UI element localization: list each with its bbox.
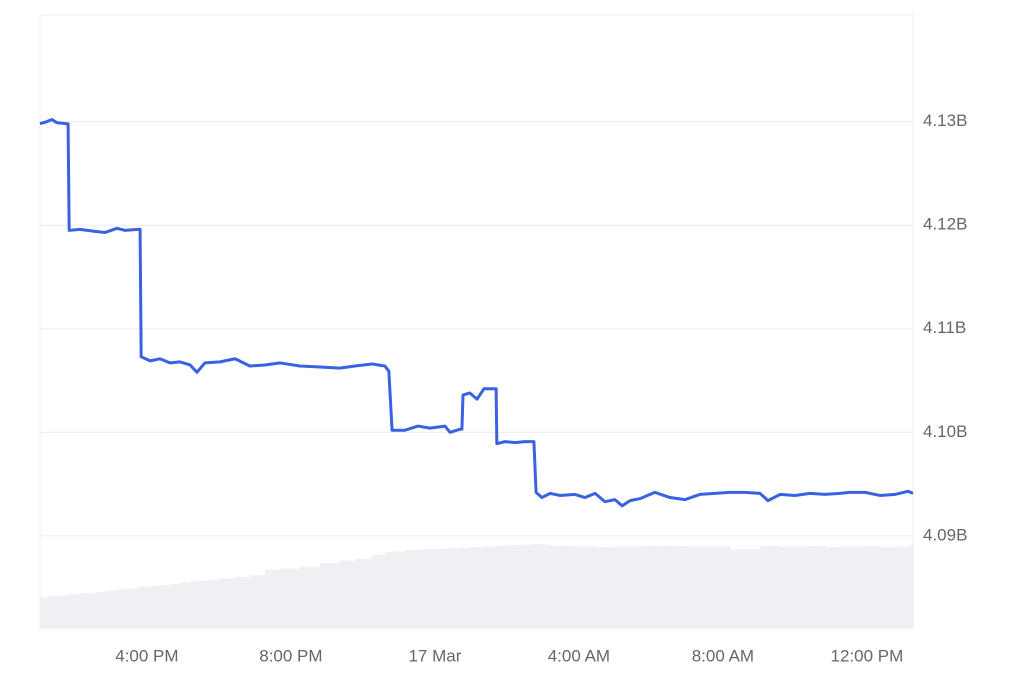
volume-bar xyxy=(461,547,464,628)
volume-bar xyxy=(496,545,498,628)
volume-bar xyxy=(79,593,96,628)
volume-bar xyxy=(496,545,506,628)
volume-bar xyxy=(879,547,896,628)
volume-bar xyxy=(68,594,70,628)
x-tick-label: 8:00 AM xyxy=(692,646,754,665)
volume-bar xyxy=(204,580,221,628)
volume-bar xyxy=(169,583,181,628)
volume-bar xyxy=(865,545,881,628)
volume-bar xyxy=(405,550,419,628)
volume-bar xyxy=(536,544,543,628)
volume-bar xyxy=(105,590,118,628)
volume-bar xyxy=(235,577,251,628)
volume-bar xyxy=(418,549,431,628)
volume-bar xyxy=(715,546,731,628)
plot-area xyxy=(39,14,914,629)
volume-bar xyxy=(780,546,796,628)
volume-bar xyxy=(429,548,446,628)
volume-bar xyxy=(767,545,781,628)
volume-bar xyxy=(533,544,537,628)
volume-bar xyxy=(524,544,535,628)
volume-bar xyxy=(622,546,631,628)
volume-bar xyxy=(630,546,641,628)
y-tick-label: 4.11B xyxy=(923,318,966,337)
volume-bar xyxy=(654,545,671,628)
volume-bar xyxy=(249,575,266,628)
volume-bar xyxy=(585,546,596,628)
volume-bar xyxy=(67,594,69,628)
x-tick-label: 4:00 AM xyxy=(548,646,610,665)
volume-bar xyxy=(95,591,106,628)
volume-bar xyxy=(541,544,551,628)
volume-bar xyxy=(220,578,236,628)
volume-bar xyxy=(595,547,606,628)
volume-bar xyxy=(685,546,701,628)
x-tick-label: 12:00 PM xyxy=(831,646,904,665)
volume-bar xyxy=(180,582,191,628)
volume-bar xyxy=(477,547,485,628)
x-tick-label: 4:00 PM xyxy=(115,646,178,665)
y-tick-label: 4.12B xyxy=(923,215,967,234)
volume-bar xyxy=(137,586,141,628)
volume-bar xyxy=(550,545,561,628)
volume-bar xyxy=(559,545,576,628)
volume-bar xyxy=(810,545,826,628)
volume-bar xyxy=(141,586,151,628)
volume-bar xyxy=(56,595,68,628)
volume-bar xyxy=(760,545,769,628)
volume-bar xyxy=(117,589,126,628)
y-tick-label: 4.13B xyxy=(923,111,967,130)
volume-bar xyxy=(384,552,390,628)
volume-bar xyxy=(460,547,463,628)
x-tick-label: 8:00 PM xyxy=(259,646,322,665)
volume-bar xyxy=(505,545,516,628)
volume-bar xyxy=(744,549,761,628)
volume-bar xyxy=(604,547,616,628)
volume-bar xyxy=(69,594,81,628)
volume-bar xyxy=(355,558,373,628)
volume-bar xyxy=(483,546,495,628)
x-tick-label: 17 Mar xyxy=(408,646,461,665)
price-line xyxy=(39,118,914,508)
volume-bar xyxy=(371,554,386,628)
volume-bar xyxy=(640,545,656,628)
volume-bar xyxy=(895,546,909,628)
volume-bar xyxy=(907,545,914,628)
volume-bar xyxy=(392,551,406,628)
volume-bar xyxy=(445,548,451,628)
volume-bar xyxy=(190,581,198,628)
volume-bar xyxy=(463,547,471,628)
volume-bar xyxy=(574,546,586,628)
volume-bar xyxy=(320,563,341,628)
volume-bar xyxy=(730,549,746,628)
volume-bar xyxy=(794,546,811,628)
volume-bar xyxy=(280,568,301,628)
volume-bar xyxy=(913,545,914,628)
volume-bar xyxy=(450,548,461,628)
volume-bar xyxy=(299,566,321,628)
volume-bar xyxy=(140,586,142,628)
volume-bar xyxy=(124,588,139,628)
volume-bar xyxy=(850,546,866,628)
volume-bar xyxy=(159,585,171,628)
volume-bar xyxy=(839,546,851,628)
volume-bar xyxy=(514,545,526,628)
volume-bar xyxy=(339,560,356,628)
volume-bar xyxy=(825,547,841,628)
volume-bar xyxy=(150,585,161,628)
y-tick-label: 4.09B xyxy=(923,525,967,544)
volume-bar xyxy=(493,545,497,628)
volume-bar xyxy=(388,551,393,628)
volume-bar xyxy=(40,597,48,628)
volume-bar xyxy=(469,547,478,628)
volume-bar xyxy=(51,596,58,628)
volume-bar xyxy=(670,545,686,628)
volume-bar xyxy=(265,569,281,628)
volume-bar xyxy=(614,546,623,628)
y-tick-label: 4.10B xyxy=(923,422,967,441)
volume-bar xyxy=(46,596,53,628)
volume-bar xyxy=(699,546,716,628)
volume-bar xyxy=(196,580,206,628)
